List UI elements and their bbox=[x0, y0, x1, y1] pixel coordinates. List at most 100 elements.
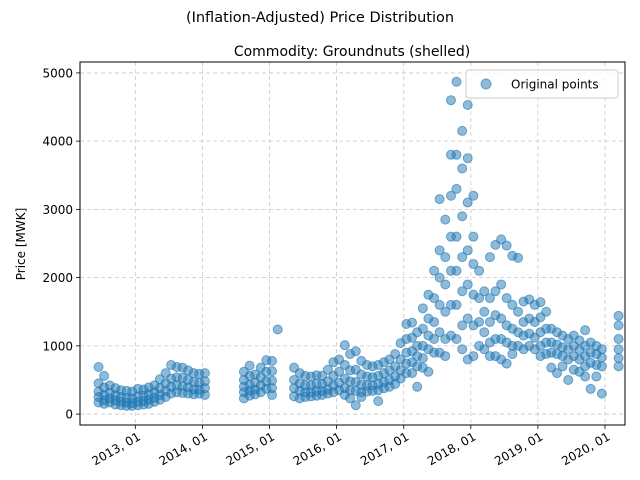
data-point bbox=[322, 364, 333, 375]
data-point bbox=[513, 252, 524, 263]
data-point bbox=[613, 344, 624, 355]
data-point bbox=[417, 323, 428, 334]
data-point bbox=[591, 371, 602, 382]
data-point bbox=[451, 299, 462, 310]
data-point bbox=[468, 190, 479, 201]
data-point bbox=[468, 231, 479, 242]
data-point bbox=[462, 99, 473, 110]
data-point bbox=[417, 353, 428, 364]
data-point bbox=[484, 252, 495, 263]
data-point bbox=[501, 293, 512, 304]
data-point bbox=[585, 383, 596, 394]
data-point bbox=[345, 393, 356, 404]
data-point bbox=[434, 194, 445, 205]
data-point bbox=[451, 149, 462, 160]
y-tick-label: 1000 bbox=[42, 339, 73, 353]
data-point bbox=[479, 344, 490, 355]
data-point bbox=[412, 381, 423, 392]
data-point bbox=[580, 371, 591, 382]
data-point bbox=[451, 183, 462, 194]
data-point bbox=[613, 334, 624, 345]
legend: Original points bbox=[465, 69, 619, 99]
data-point bbox=[451, 265, 462, 276]
data-point bbox=[613, 320, 624, 331]
data-point bbox=[339, 340, 350, 351]
data-point bbox=[267, 389, 278, 400]
data-point bbox=[429, 316, 440, 327]
data-point bbox=[199, 368, 210, 379]
data-point bbox=[496, 279, 507, 290]
data-point bbox=[440, 279, 451, 290]
data-point bbox=[484, 293, 495, 304]
data-point bbox=[474, 316, 485, 327]
data-point bbox=[596, 344, 607, 355]
data-point bbox=[350, 346, 361, 357]
data-point bbox=[557, 361, 568, 372]
data-point bbox=[468, 258, 479, 269]
y-tick-label: 3000 bbox=[42, 203, 73, 217]
data-point bbox=[434, 327, 445, 338]
data-point bbox=[440, 306, 451, 317]
data-point bbox=[440, 351, 451, 362]
data-point bbox=[490, 286, 501, 297]
data-point bbox=[496, 313, 507, 324]
y-tick-label: 4000 bbox=[42, 135, 73, 149]
data-point bbox=[199, 389, 210, 400]
data-point bbox=[457, 286, 468, 297]
plot-frame bbox=[79, 61, 626, 426]
y-tick-label: 0 bbox=[65, 408, 73, 422]
data-point bbox=[479, 327, 490, 338]
data-point bbox=[613, 353, 624, 364]
data-point bbox=[484, 316, 495, 327]
data-point bbox=[451, 76, 462, 87]
data-point bbox=[440, 252, 451, 263]
data-point bbox=[440, 214, 451, 225]
data-point bbox=[457, 125, 468, 136]
data-point bbox=[350, 400, 361, 411]
data-point bbox=[507, 299, 518, 310]
data-point bbox=[479, 306, 490, 317]
data-point bbox=[267, 355, 278, 366]
legend-marker bbox=[480, 78, 492, 90]
data-point bbox=[457, 163, 468, 174]
data-point bbox=[462, 245, 473, 256]
data-point bbox=[563, 374, 574, 385]
data-point bbox=[434, 272, 445, 283]
data-point bbox=[501, 240, 512, 251]
data-point bbox=[99, 370, 110, 381]
data-point bbox=[596, 361, 607, 372]
y-axis-label: Price [MWK] bbox=[14, 208, 28, 281]
y-tick-label: 5000 bbox=[42, 66, 73, 80]
data-point bbox=[434, 245, 445, 256]
legend-box bbox=[465, 69, 619, 99]
data-point bbox=[552, 368, 563, 379]
data-point bbox=[474, 293, 485, 304]
data-point bbox=[272, 324, 283, 335]
data-point bbox=[513, 306, 524, 317]
data-point bbox=[267, 366, 278, 377]
data-point bbox=[462, 313, 473, 324]
data-point bbox=[468, 351, 479, 362]
data-point bbox=[541, 306, 552, 317]
y-tick-label: 2000 bbox=[42, 271, 73, 285]
data-point bbox=[445, 190, 456, 201]
legend-label: Original points bbox=[511, 78, 599, 92]
data-point bbox=[596, 388, 607, 399]
data-point bbox=[535, 297, 546, 308]
data-point bbox=[445, 95, 456, 106]
data-point bbox=[429, 265, 440, 276]
data-point bbox=[429, 293, 440, 304]
data-point bbox=[613, 310, 624, 321]
data-point bbox=[429, 334, 440, 345]
chart-title: Commodity: Groundnuts (shelled) bbox=[234, 44, 470, 60]
data-point bbox=[462, 197, 473, 208]
data-point bbox=[373, 396, 384, 407]
data-point bbox=[462, 279, 473, 290]
data-point bbox=[474, 265, 485, 276]
data-point bbox=[507, 349, 518, 360]
data-point bbox=[457, 344, 468, 355]
data-point bbox=[457, 252, 468, 263]
data-point bbox=[451, 231, 462, 242]
data-point bbox=[479, 286, 490, 297]
